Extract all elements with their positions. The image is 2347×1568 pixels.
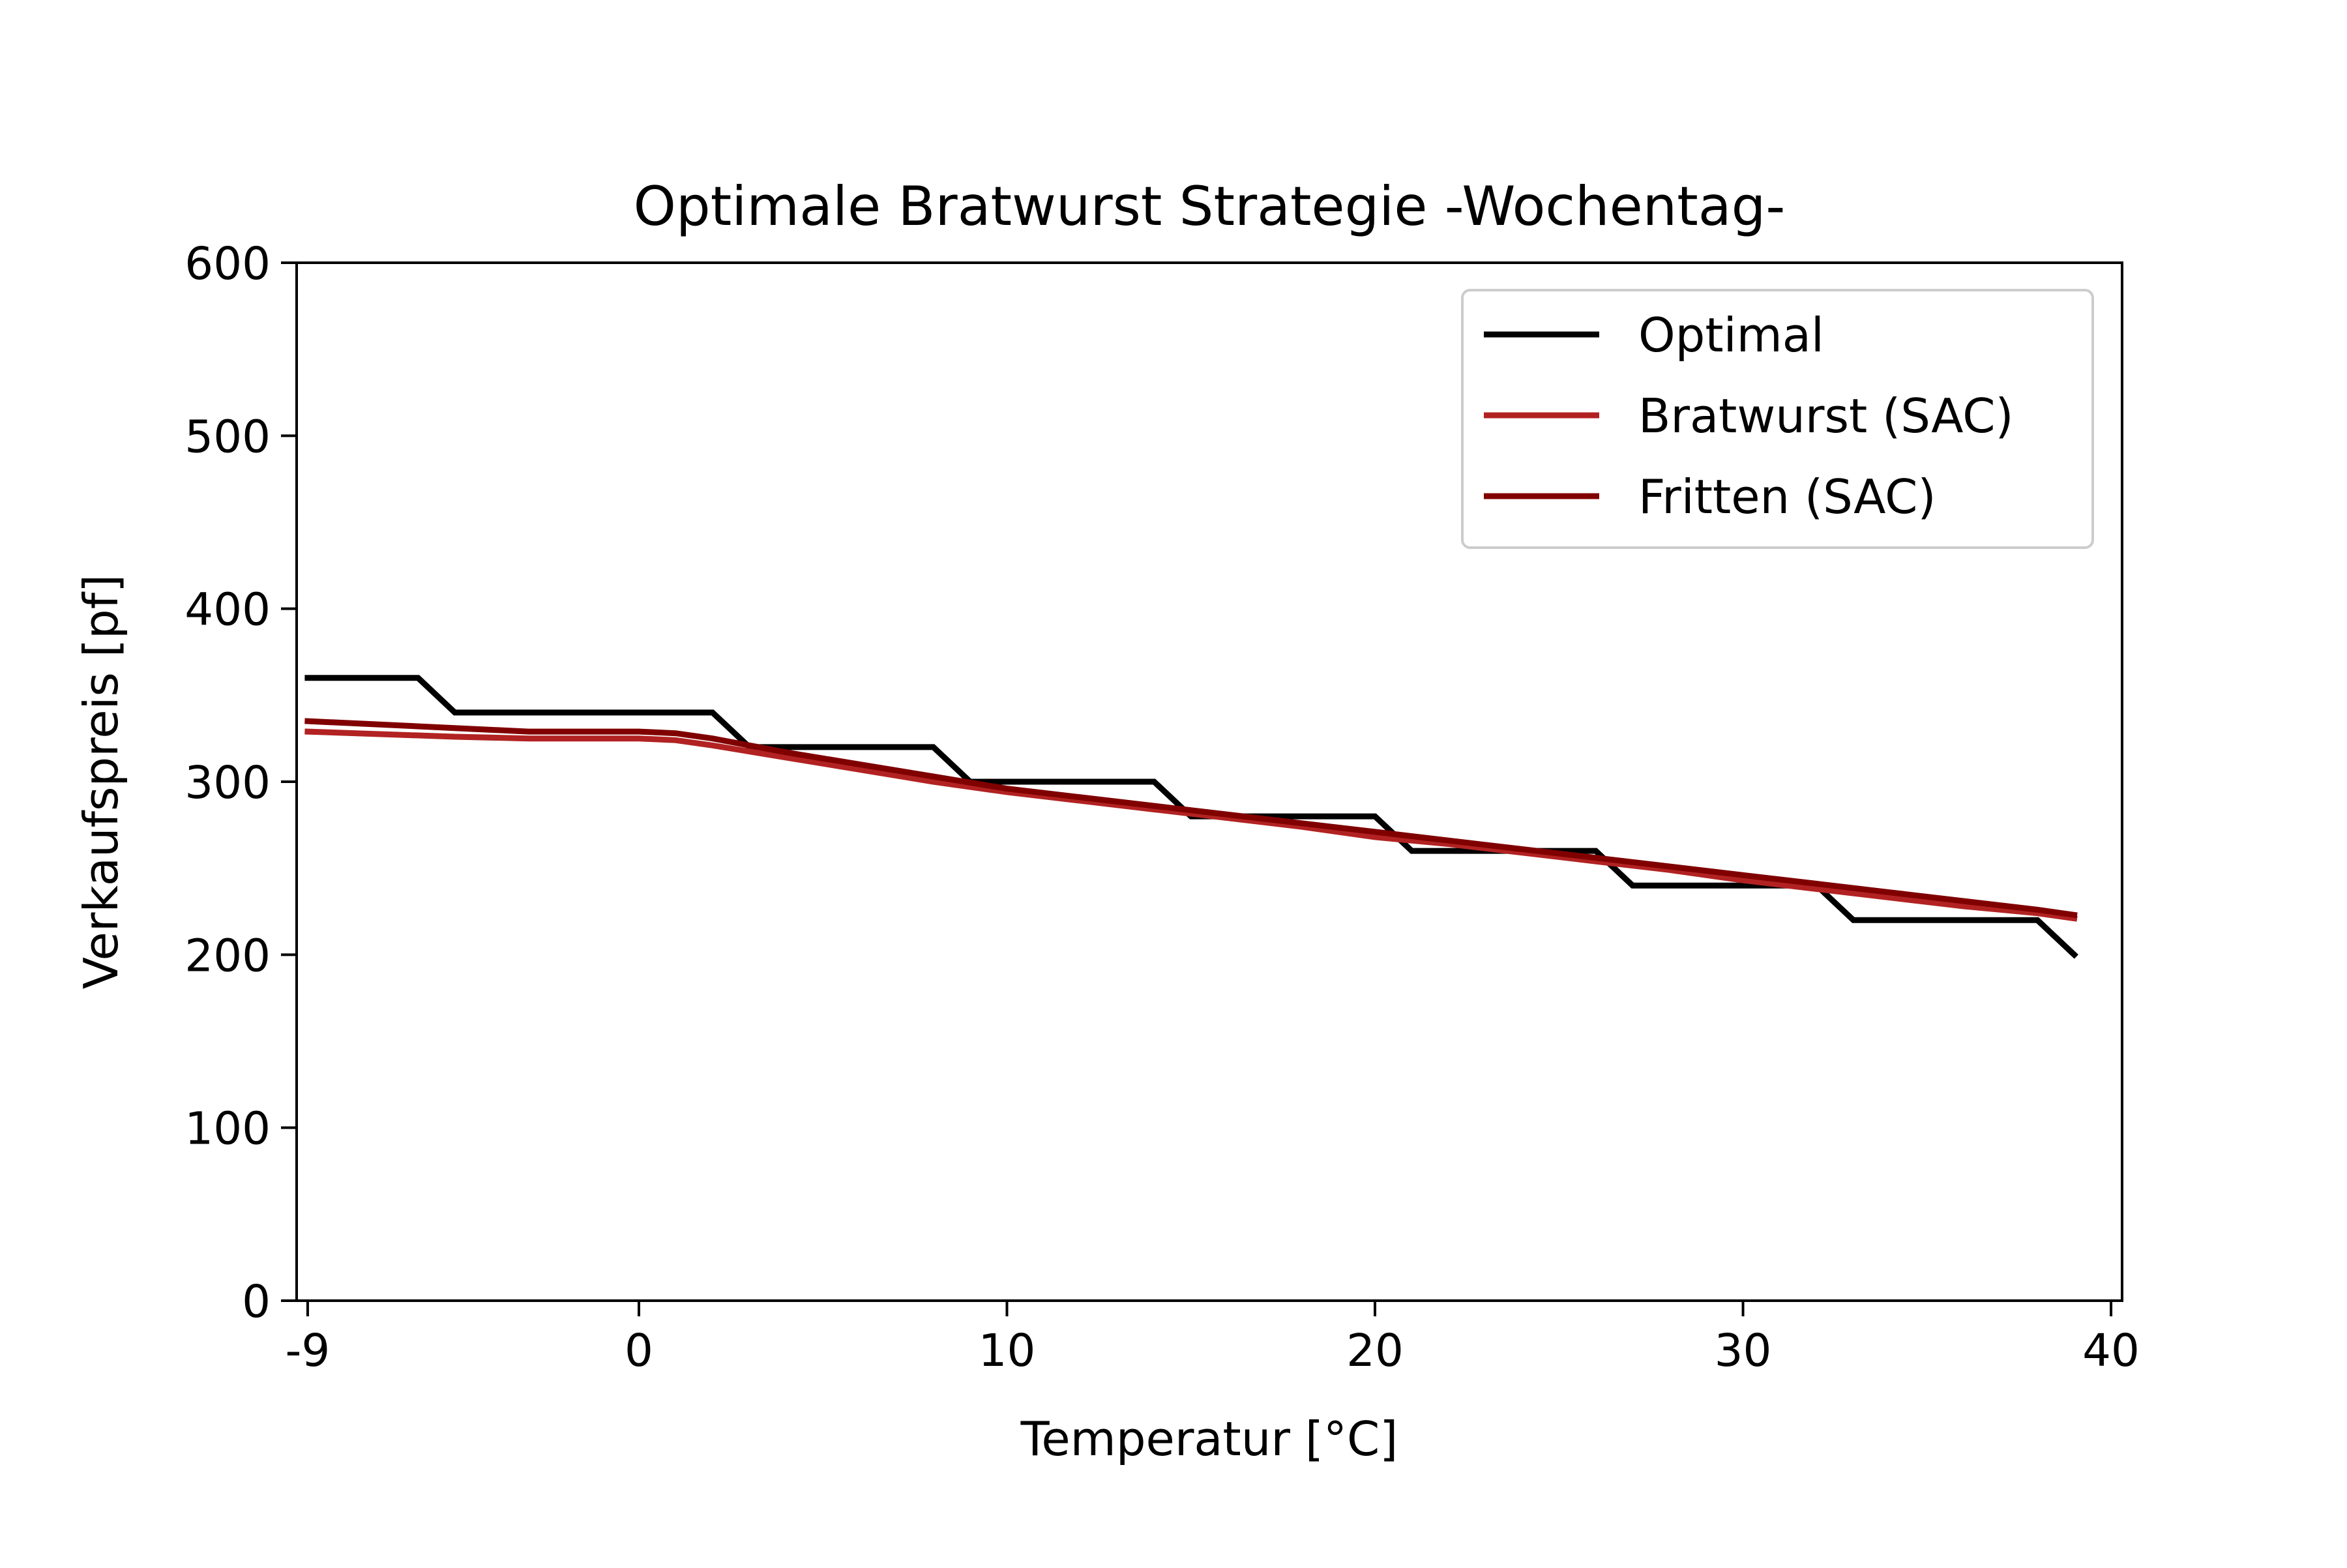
legend-label: Bratwurst (SAC) <box>1638 389 2014 443</box>
legend-label: Fritten (SAC) <box>1638 469 1936 524</box>
legend-frame <box>1461 289 2094 549</box>
y-tick-label: 100 <box>185 1103 271 1155</box>
y-tick-label: 600 <box>185 238 271 290</box>
legend: Optimal Bratwurst (SAC) Fritten (SAC) <box>1461 289 2094 549</box>
y-tick-label: 400 <box>185 584 271 636</box>
x-tick-label: 40 <box>2082 1325 2140 1377</box>
y-tick-label: 300 <box>185 757 271 809</box>
y-axis-ticks: 0 100 200 300 400 500 600 <box>185 238 297 1328</box>
x-tick-label: 30 <box>1715 1325 1772 1377</box>
series-line-3 <box>304 718 2078 919</box>
y-tick-label: 500 <box>185 411 271 463</box>
x-tick-label: 10 <box>979 1325 1036 1377</box>
x-tick-label: -9 <box>286 1325 331 1377</box>
series-line-2 <box>304 728 2078 922</box>
x-tick-label: 20 <box>1346 1325 1404 1377</box>
x-tick-label: 0 <box>625 1325 653 1377</box>
plot-lines <box>304 675 2078 959</box>
chart-title: Optimale Bratwurst Strategie -Wochentag- <box>634 175 1786 238</box>
y-axis-label: Verkaufspreis [pf] <box>74 574 128 989</box>
x-axis-ticks: -9 0 10 20 30 40 <box>286 1301 2140 1377</box>
x-axis-label: Temperatur [°C] <box>1020 1412 1398 1466</box>
legend-label: Optimal <box>1638 308 1824 362</box>
y-tick-label: 200 <box>185 930 271 982</box>
y-tick-label: 0 <box>242 1276 271 1328</box>
